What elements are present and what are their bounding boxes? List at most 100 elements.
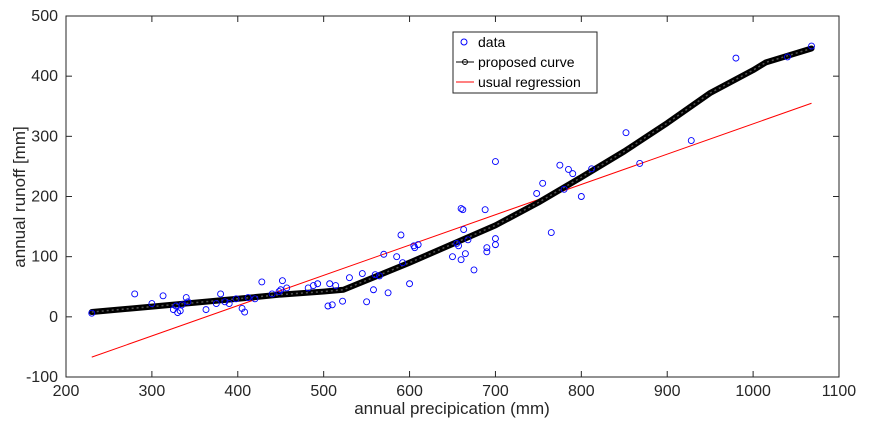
data-point — [491, 241, 499, 249]
y-axis-ticks: -100 0 100 200 300 400 500 — [26, 8, 839, 386]
legend-box — [452, 31, 598, 94]
data-point — [184, 298, 192, 306]
legend-label-data: data — [478, 34, 505, 50]
data-point — [363, 298, 371, 306]
x-tick-label: 200 — [53, 383, 80, 400]
data-point — [687, 137, 695, 144]
legend-marker-circle-icon — [460, 38, 468, 46]
data-point — [178, 301, 186, 309]
data-point — [399, 259, 407, 267]
data-point — [182, 294, 190, 302]
data-point — [577, 193, 585, 200]
data-point — [622, 129, 630, 137]
x-tick-label: 600 — [396, 383, 423, 400]
data-point — [491, 158, 499, 166]
x-tick-label: 500 — [310, 383, 337, 400]
x-axis-ticks: 200 300 400 500 600 700 800 900 1000 1100 — [53, 16, 857, 400]
data-point — [131, 290, 139, 298]
proposed-curve-line — [88, 45, 815, 316]
data-point — [732, 54, 740, 62]
data-point — [275, 288, 283, 296]
data-point — [384, 289, 392, 297]
legend: data proposed curve usual regression — [452, 31, 598, 94]
y-tick-label: 100 — [31, 249, 58, 266]
data-point — [397, 231, 405, 239]
data-point — [569, 170, 577, 178]
data-point — [459, 206, 467, 214]
data-point — [328, 301, 336, 309]
data-point — [406, 280, 414, 288]
data-point — [464, 236, 472, 244]
y-tick-label: 300 — [31, 128, 58, 145]
data-point — [232, 295, 240, 303]
legend-label-usual-regression: usual regression — [478, 74, 581, 90]
data-point — [547, 229, 555, 237]
data-point — [455, 242, 462, 250]
data-point — [380, 250, 388, 258]
data-point — [358, 270, 366, 277]
x-tick-label: 300 — [139, 383, 166, 400]
y-tick-label: 0 — [49, 309, 58, 326]
data-point — [241, 308, 249, 316]
legend-item-usual-regression: usual regression — [456, 74, 581, 90]
y-tick-label: 500 — [31, 8, 58, 25]
legend-item-proposed-curve: proposed curve — [456, 54, 575, 70]
x-tick-label: 700 — [482, 383, 509, 400]
x-axis-label: annual precipication (mm) — [354, 399, 550, 418]
data-point — [326, 280, 334, 288]
data-point — [345, 274, 353, 282]
data-point — [283, 284, 291, 292]
x-tick-label: 900 — [654, 383, 681, 400]
data-point — [784, 53, 791, 61]
data-point — [324, 302, 332, 310]
data-point — [332, 282, 340, 289]
data-point — [371, 271, 379, 279]
data-point — [148, 300, 156, 308]
data-point — [251, 295, 259, 303]
data-point — [533, 190, 541, 197]
data-point — [483, 244, 491, 252]
data-point — [88, 309, 96, 317]
data-point — [457, 256, 465, 264]
data-point — [376, 272, 383, 280]
data-point — [339, 297, 347, 305]
data-point — [565, 165, 572, 173]
data-point — [244, 294, 252, 302]
data-point — [314, 280, 322, 288]
legend-label-proposed-curve: proposed curve — [478, 54, 575, 70]
y-tick-label: 400 — [31, 68, 58, 85]
data-point — [268, 290, 276, 298]
data-point — [393, 253, 401, 261]
x-tick-label: 400 — [224, 383, 251, 400]
data-point — [539, 179, 547, 187]
data-point — [481, 206, 489, 214]
data-point — [176, 307, 184, 315]
data-point — [460, 226, 468, 234]
data-point — [457, 205, 465, 212]
data-point — [483, 248, 491, 256]
data-point — [221, 298, 229, 306]
data-point — [414, 241, 422, 249]
data-point — [470, 266, 478, 274]
marks — [88, 42, 815, 358]
data-point — [217, 290, 225, 298]
data-point — [449, 253, 456, 261]
data-point — [636, 159, 644, 167]
y-tick-label: 200 — [31, 189, 58, 206]
data-point — [202, 306, 210, 314]
data-point — [560, 185, 568, 193]
data-point — [588, 165, 596, 173]
legend-marker-ring-icon — [462, 59, 468, 65]
data-point — [808, 42, 815, 50]
data-point — [461, 250, 469, 258]
x-tick-label: 1000 — [735, 383, 771, 400]
data-point — [258, 278, 266, 286]
y-tick-label: -100 — [26, 369, 58, 386]
data-point — [212, 300, 220, 308]
x-tick-label: 1100 — [822, 383, 857, 400]
data-point — [278, 277, 286, 285]
data-point — [225, 300, 233, 308]
data-point — [159, 292, 167, 300]
x-tick-label: 800 — [568, 383, 595, 400]
legend-item-data: data — [460, 34, 505, 50]
